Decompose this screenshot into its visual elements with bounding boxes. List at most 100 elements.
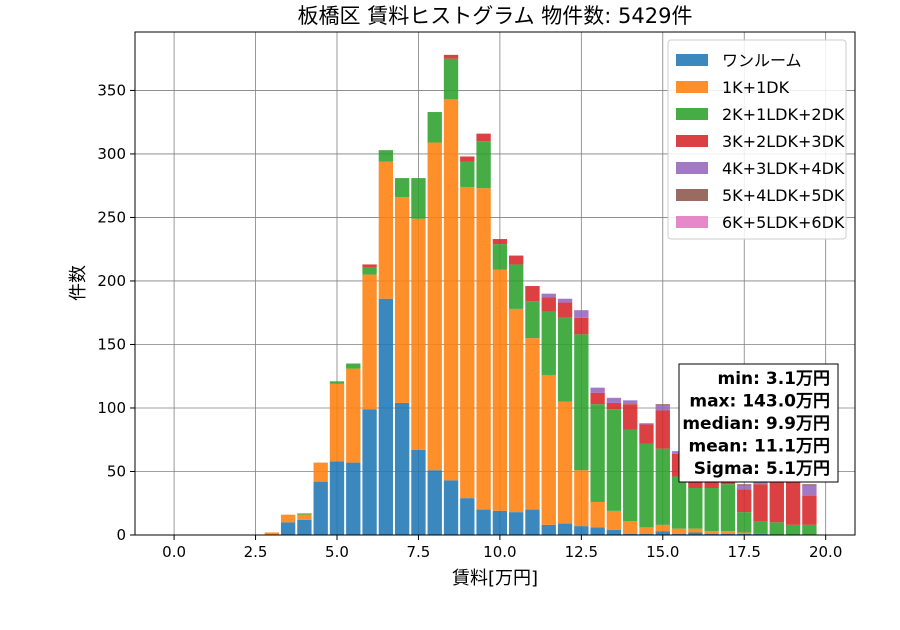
stats-frame bbox=[678, 363, 839, 483]
x-tick-label-1: 2.5 bbox=[244, 543, 268, 561]
x-tick-label-3: 7.5 bbox=[407, 543, 431, 561]
bar-6.5-series-1 bbox=[378, 161, 394, 299]
legend-swatch-5 bbox=[676, 189, 708, 201]
bar-6-series-1 bbox=[362, 274, 377, 410]
bar-14-series-4 bbox=[623, 400, 638, 405]
bar-14.5-series-1 bbox=[639, 527, 654, 534]
bar-12-series-0 bbox=[557, 523, 573, 535]
bar-11-series-3 bbox=[525, 286, 540, 302]
bar-15-series-0 bbox=[655, 531, 670, 535]
bar-18-series-2 bbox=[753, 521, 768, 534]
legend-label-1: 1K+1DK bbox=[722, 78, 790, 97]
bar-16.5-series-2 bbox=[704, 488, 719, 532]
bar-8.5-series-2 bbox=[443, 58, 459, 100]
stats-line-3: mean: 11.1万円 bbox=[689, 437, 830, 457]
bar-16-series-1 bbox=[688, 528, 703, 533]
bar-13-series-3 bbox=[590, 392, 605, 405]
bar-13-series-4 bbox=[590, 387, 605, 393]
y-tick-label-3: 150 bbox=[97, 335, 126, 353]
bar-15-series-5 bbox=[655, 404, 670, 406]
bar-3.5-series-1 bbox=[280, 514, 296, 523]
bar-9-series-3 bbox=[460, 156, 475, 162]
bar-17.5-series-0 bbox=[737, 533, 752, 535]
bar-10-series-2 bbox=[492, 244, 508, 270]
bar-15.5-series-0 bbox=[671, 533, 687, 535]
bar-13.5-series-1 bbox=[606, 510, 622, 530]
bar-12-series-4 bbox=[557, 298, 573, 303]
bar-13-series-1 bbox=[590, 501, 605, 528]
bar-13.5-series-4 bbox=[606, 397, 622, 403]
bar-5.5-series-0 bbox=[346, 462, 361, 535]
bar-5.5-series-1 bbox=[346, 368, 361, 463]
bar-12-series-3 bbox=[557, 302, 573, 318]
legend-swatch-0 bbox=[676, 54, 708, 66]
bar-11.5-series-4 bbox=[541, 293, 556, 298]
x-tick-label-7: 17.5 bbox=[728, 543, 761, 561]
bar-15-series-4 bbox=[655, 405, 670, 411]
bar-15-series-3 bbox=[655, 410, 670, 449]
bar-4-series-2 bbox=[297, 513, 312, 515]
bar-8.5-series-1 bbox=[443, 99, 459, 481]
bar-9-series-0 bbox=[460, 498, 475, 535]
bar-6.5-series-2 bbox=[378, 150, 394, 162]
y-axis-ticks: 0 50 100 150 200 250 300 350 bbox=[97, 81, 135, 544]
bar-6-series-3 bbox=[362, 264, 377, 267]
bar-11.5-series-3 bbox=[541, 297, 556, 312]
legend: ワンルーム 1K+1DK 2K+1LDK+2DK 3K+2LDK+3DK 4K+3LDK… bbox=[667, 39, 847, 240]
bar-3-series-1 bbox=[264, 532, 279, 535]
bar-19.5-series-5 bbox=[802, 484, 817, 486]
bar-7.5-series-0 bbox=[411, 449, 426, 535]
plot-frame bbox=[134, 31, 856, 536]
y-tick-label-0: 0 bbox=[116, 526, 126, 544]
bar-7.5-series-2 bbox=[411, 178, 426, 219]
bar-14.5-series-2 bbox=[639, 443, 654, 528]
bar-15-series-2 bbox=[655, 448, 670, 525]
bar-10-series-1 bbox=[492, 269, 508, 511]
legend-label-2: 2K+1LDK+2DK bbox=[722, 105, 845, 124]
bar-14-series-1 bbox=[623, 521, 638, 534]
y-tick-label-2: 100 bbox=[97, 399, 126, 417]
y-tick-label-4: 200 bbox=[97, 272, 126, 290]
bar-19.5-series-4 bbox=[802, 485, 817, 496]
legend-swatch-4 bbox=[676, 162, 708, 174]
bar-10.5-series-3 bbox=[509, 255, 524, 265]
bar-19.5-series-3 bbox=[802, 495, 817, 525]
bar-13.5-series-0 bbox=[606, 529, 622, 535]
bar-11-series-1 bbox=[525, 338, 540, 510]
bar-5-series-2 bbox=[329, 381, 345, 384]
bar-3.5-series-0 bbox=[280, 522, 296, 535]
bar-17.5-series-5 bbox=[737, 484, 752, 486]
bar-5.5-series-2 bbox=[346, 363, 361, 369]
bar-19-series-2 bbox=[785, 524, 801, 535]
x-tick-label-2: 5.0 bbox=[325, 543, 349, 561]
x-tick-label-4: 10.0 bbox=[483, 543, 516, 561]
bar-18-series-3 bbox=[753, 484, 768, 522]
bar-17.5-series-4 bbox=[737, 485, 752, 490]
stats-line-2: median: 9.9万円 bbox=[682, 414, 830, 434]
legend-swatch-1 bbox=[676, 81, 708, 93]
bar-12.5-series-2 bbox=[574, 334, 589, 471]
bar-11.5-series-1 bbox=[541, 374, 556, 525]
bar-12-series-2 bbox=[557, 317, 573, 402]
bar-17.5-series-1 bbox=[737, 532, 752, 534]
legend-label-5: 5K+4LDK+5DK bbox=[722, 186, 845, 205]
bar-18.5-series-3 bbox=[769, 475, 784, 523]
bar-14.5-series-3 bbox=[639, 424, 654, 444]
bar-6-series-2 bbox=[362, 266, 377, 275]
legend-label-4: 4K+3LDK+4DK bbox=[722, 159, 845, 178]
bar-12.5-series-3 bbox=[574, 317, 589, 335]
bar-9.5-series-3 bbox=[476, 133, 491, 142]
y-tick-label-1: 50 bbox=[107, 462, 126, 480]
legend-label-0: ワンルーム bbox=[722, 51, 802, 70]
y-tick-label-6: 300 bbox=[97, 145, 126, 163]
bar-13.5-series-2 bbox=[606, 409, 622, 511]
bar-18.5-series-2 bbox=[769, 522, 784, 535]
chart-title: 板橋区 賃料ヒストグラム 物件数: 5429件 bbox=[298, 4, 693, 28]
stats-line-1: max: 143.0万円 bbox=[689, 392, 830, 412]
x-tick-label-8: 20.0 bbox=[809, 543, 842, 561]
bar-9.5-series-1 bbox=[476, 188, 491, 510]
bar-13-series-0 bbox=[590, 527, 605, 535]
legend-label-3: 3K+2LDK+3DK bbox=[722, 132, 845, 151]
stats-line-0: min: 3.1万円 bbox=[718, 369, 830, 389]
